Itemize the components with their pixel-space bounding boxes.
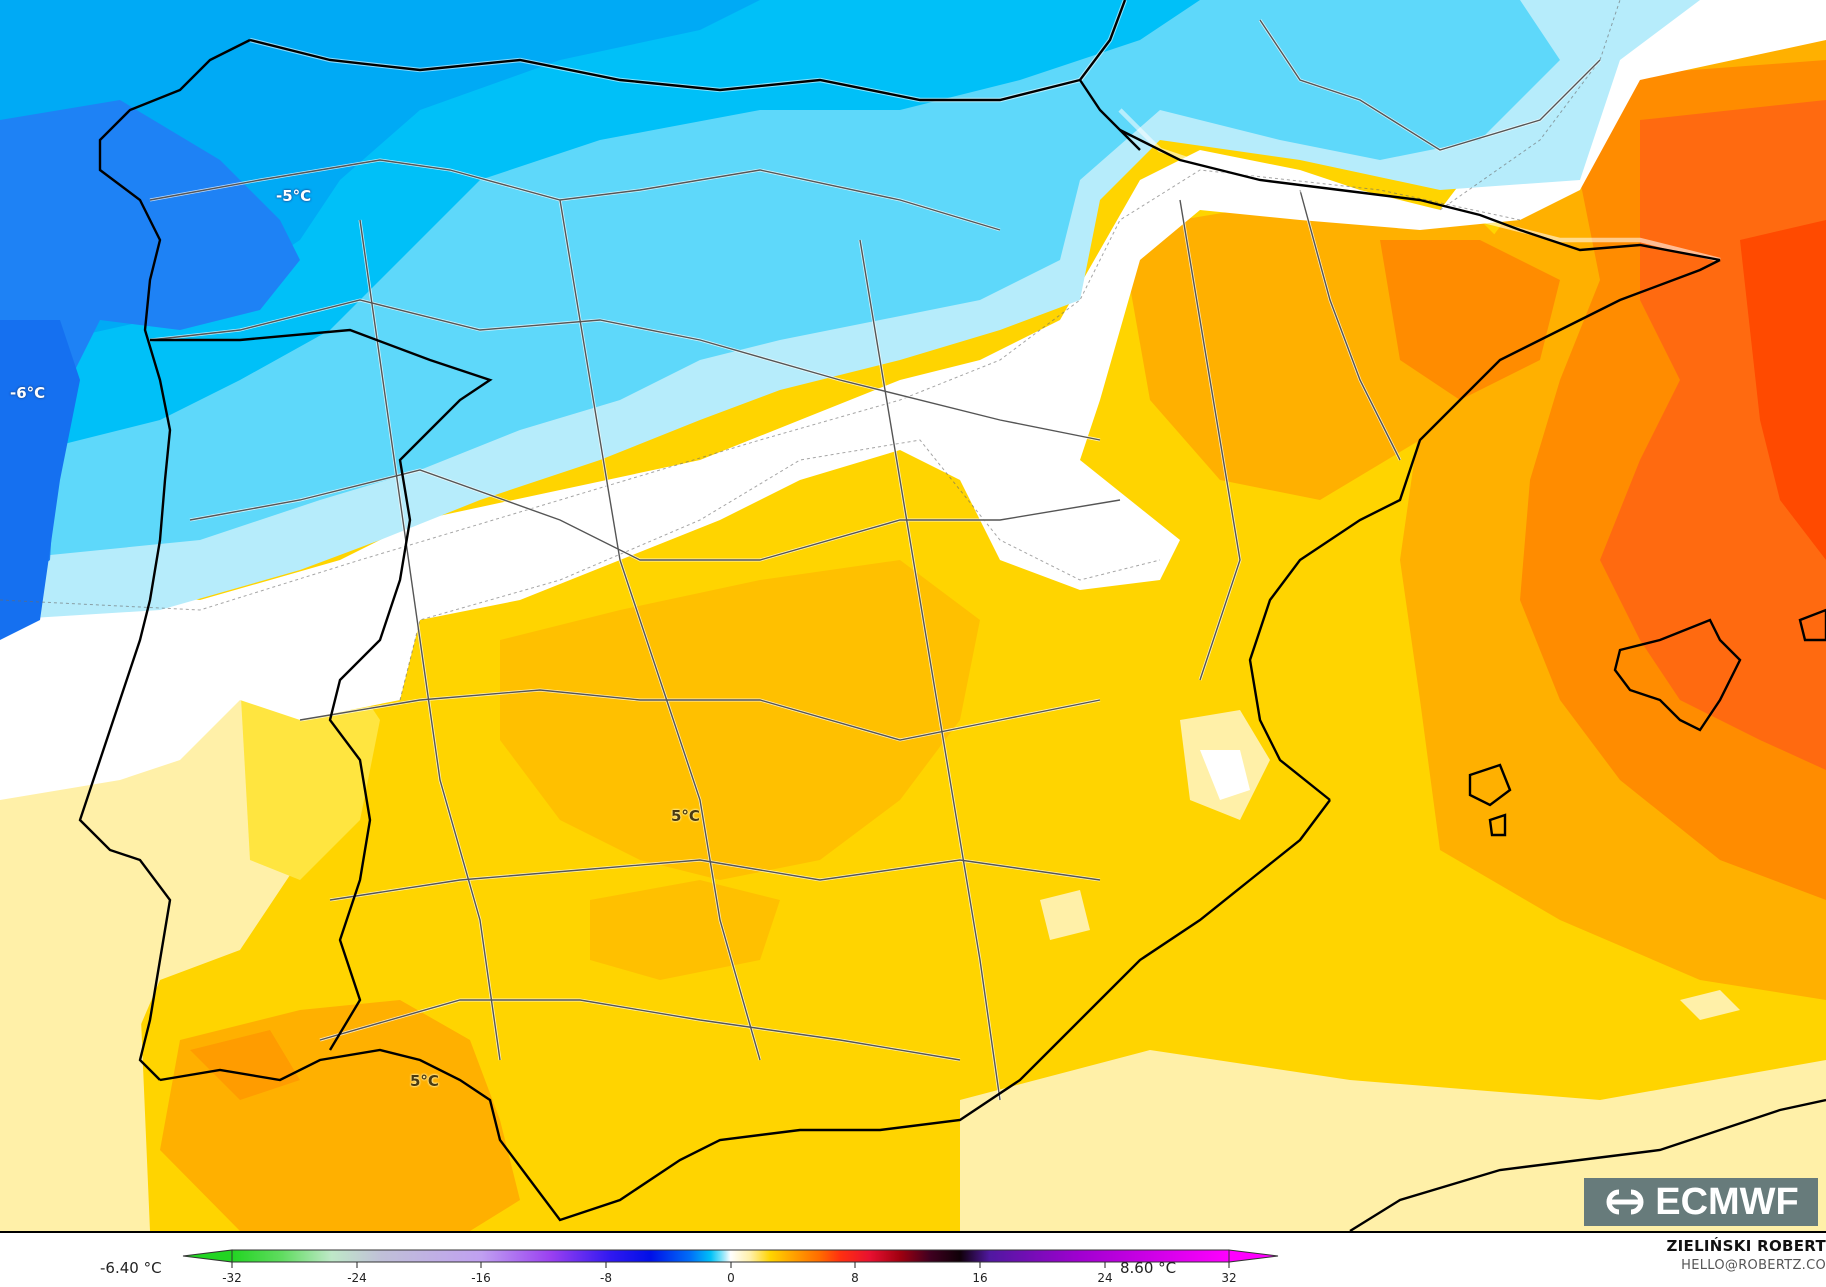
colorbar-tick-label: 32: [1221, 1271, 1237, 1285]
ecmwf-logo-text: ECMWF: [1655, 1180, 1799, 1223]
colorbar-tick-label: 16: [972, 1271, 988, 1285]
legend-footer: [0, 1233, 1826, 1287]
temperature-map: -5°C -6°C 5°C 5°C ECMWF: [0, 0, 1826, 1233]
temperature-label: -6°C: [10, 384, 46, 402]
temperature-label: -5°C: [276, 187, 312, 205]
colorbar-tick-label: -24: [347, 1271, 367, 1285]
colorbar-tick-label: -8: [600, 1271, 612, 1285]
author-email: HELLO@ROBERTZ.CO: [1681, 1258, 1826, 1273]
temperature-label: 5°C: [671, 807, 700, 825]
colorbar-tick-label: 8: [851, 1271, 859, 1285]
max-value: 8.60 °C: [1120, 1259, 1177, 1277]
colorbar-tick-label: 24: [1097, 1271, 1113, 1285]
map-canvas: [0, 0, 1826, 1231]
temperature-label: 5°C: [410, 1072, 439, 1090]
ecmwf-logo: ECMWF: [1584, 1178, 1818, 1226]
colorbar-tick-label: -32: [222, 1271, 242, 1285]
ecmwf-logo-icon: [1603, 1187, 1647, 1217]
author-credit: ZIELIŃSKI ROBERT HELLO@ROBERTZ.CO: [1666, 1237, 1826, 1273]
author-name: ZIELIŃSKI ROBERT: [1666, 1237, 1826, 1255]
min-value: -6.40 °C: [100, 1259, 162, 1277]
colorbar-tick-label: -16: [471, 1271, 491, 1285]
colorbar-tick-label: 0: [727, 1271, 735, 1285]
